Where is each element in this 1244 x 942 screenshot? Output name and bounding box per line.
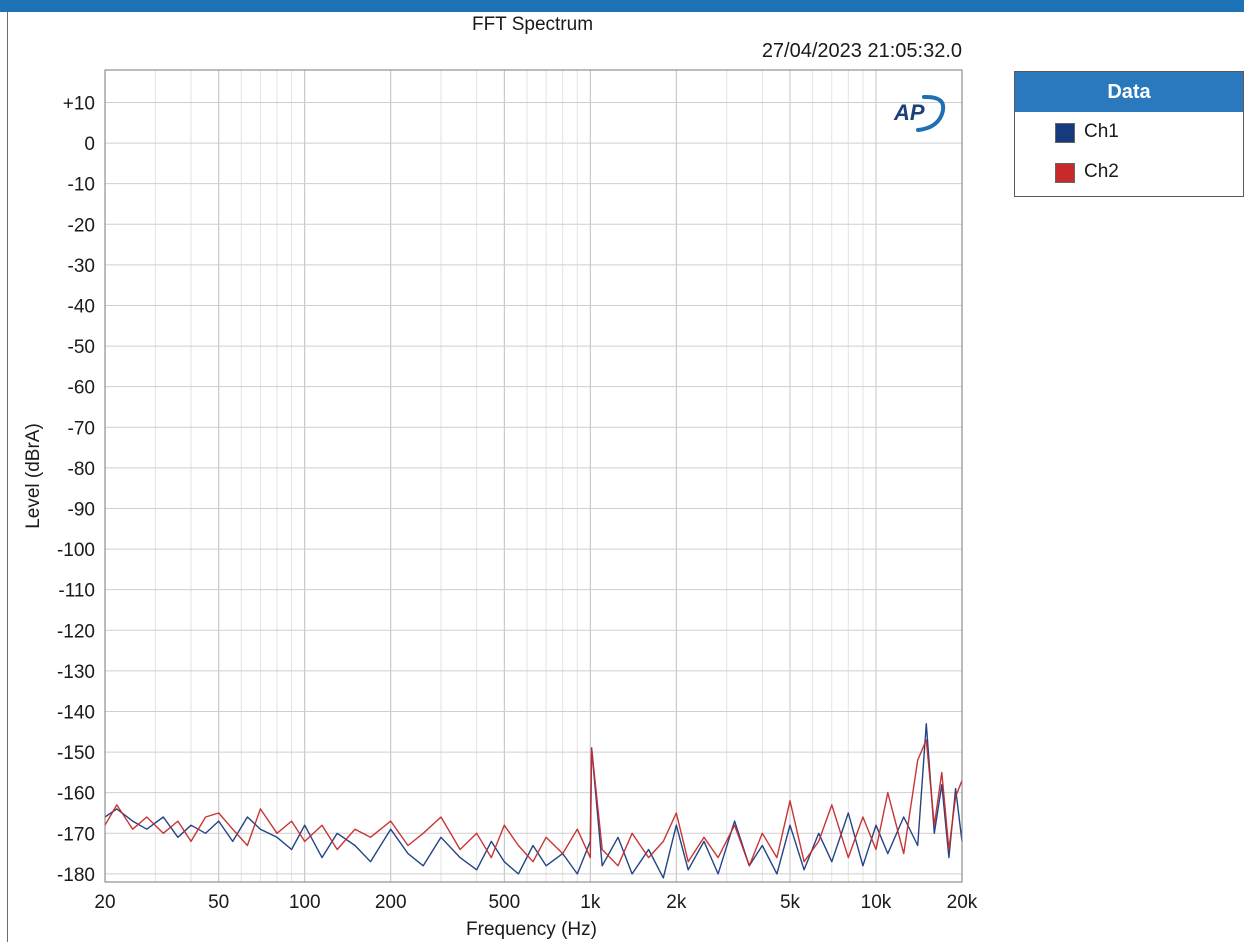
y-tick-label: -150	[57, 743, 95, 764]
x-tick-label: 1k	[580, 892, 601, 913]
y-tick-label: -130	[57, 662, 95, 683]
x-tick-label: 50	[208, 892, 229, 913]
y-tick-label: -120	[57, 621, 95, 642]
x-tick-label: 10k	[861, 892, 892, 913]
legend-item-ch2[interactable]: Ch2	[1015, 152, 1243, 192]
legend-swatch-ch1	[1055, 123, 1075, 143]
y-tick-label: -100	[57, 540, 95, 561]
y-tick-label: -110	[58, 581, 95, 602]
y-tick-label: -160	[57, 784, 95, 805]
legend-label-ch1: Ch1	[1084, 121, 1119, 142]
plot-area	[105, 70, 962, 882]
y-tick-label: -80	[68, 459, 95, 480]
y-tick-label: -70	[68, 418, 95, 439]
series-line-ch2	[104, 739, 963, 867]
y-tick-label: +10	[63, 93, 95, 114]
x-tick-label: 5k	[780, 892, 801, 913]
timestamp: 27/04/2023 21:05:32.0	[761, 40, 962, 62]
left-border	[7, 12, 8, 942]
y-tick-label: -20	[68, 215, 95, 236]
legend-swatch-ch2	[1055, 163, 1075, 183]
ap-logo-icon: AP	[893, 94, 946, 132]
y-tick-label: -170	[57, 824, 95, 845]
x-tick-label: 500	[488, 892, 520, 913]
window-title-bar	[0, 0, 1244, 12]
y-tick-label: 0	[84, 134, 95, 155]
x-axis-label: Frequency (Hz)	[466, 919, 597, 940]
series-line-ch1	[104, 723, 963, 879]
y-tick-label: -40	[68, 296, 95, 317]
x-tick-label: 200	[375, 892, 407, 913]
x-tick-label: 100	[289, 892, 321, 913]
y-tick-label: -10	[68, 175, 95, 196]
legend-item-ch1[interactable]: Ch1	[1015, 112, 1243, 152]
x-tick-label: 20	[94, 892, 115, 913]
ap-logo-text: AP	[893, 100, 925, 125]
x-tick-label: 2k	[666, 892, 687, 913]
x-tick-label: 20k	[947, 892, 978, 913]
legend-panel: Data Ch1 Ch2	[1014, 71, 1244, 197]
legend-label-ch2: Ch2	[1084, 161, 1119, 182]
legend-header: Data	[1015, 72, 1243, 112]
plot-frame	[104, 69, 963, 883]
y-tick-label: -140	[57, 702, 95, 723]
y-axis-label: Level (dBrA)	[23, 423, 44, 529]
y-tick-label: -50	[68, 337, 95, 358]
y-tick-label: -180	[57, 865, 95, 886]
y-tick-label: -60	[68, 378, 95, 399]
y-tick-label: -90	[68, 499, 95, 520]
chart-title: FFT Spectrum	[471, 14, 594, 35]
y-tick-label: -30	[68, 256, 95, 277]
